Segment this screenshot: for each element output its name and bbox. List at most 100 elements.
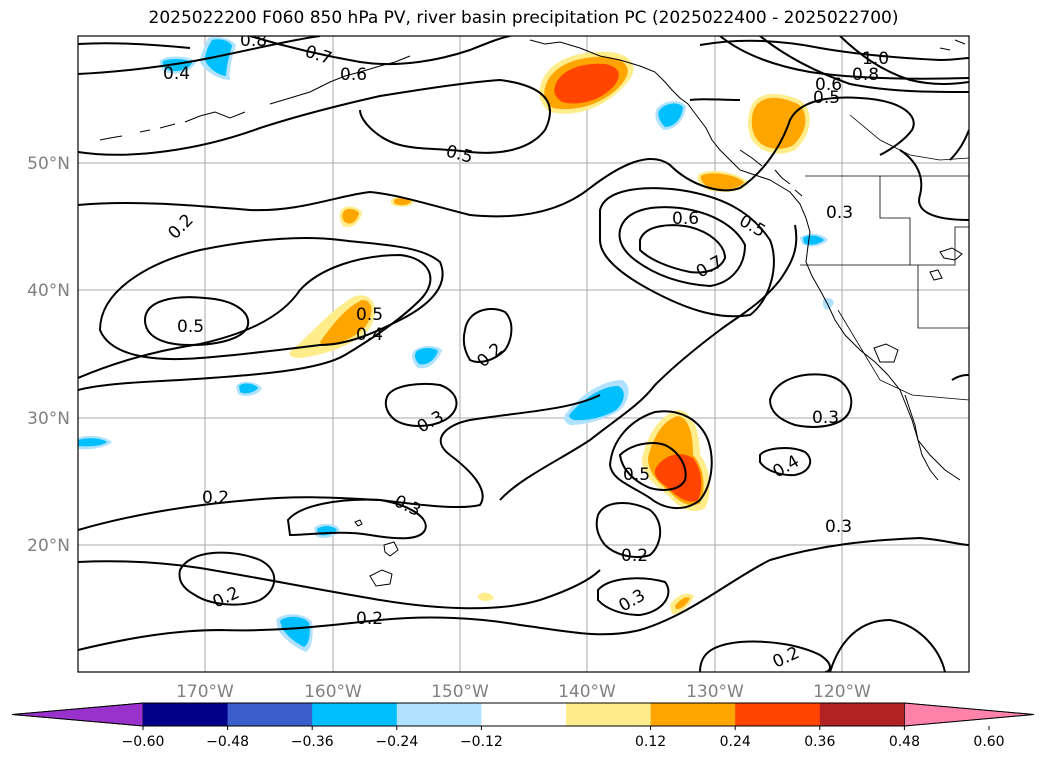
coastline (99, 55, 411, 141)
precip-patch (342, 208, 359, 224)
pv-contour (699, 640, 831, 672)
islands (354, 247, 963, 587)
contour-label: 0.2 (202, 488, 229, 508)
precip-patch (569, 386, 624, 421)
island-hawaii (383, 541, 399, 557)
island (929, 269, 943, 281)
chart-title: 2025022200 F060 850 hPa PV, river basin … (148, 8, 899, 28)
contour-label: 0.4 (163, 64, 190, 84)
contour-label: 0.5 (356, 305, 383, 325)
pv-contour (599, 187, 775, 318)
lat-label: 40°N (27, 281, 70, 301)
pv-contour (699, 39, 969, 62)
island (939, 247, 963, 261)
pv-contour (759, 36, 969, 93)
pv-contour (178, 551, 276, 606)
colorbar: −0.60 −0.48 −0.36 −0.24 −0.12 0.12 0.24 0.36 0.4… (11, 702, 1035, 750)
pv-contour (78, 536, 969, 651)
pv-contour (499, 224, 798, 501)
pv-contour (899, 149, 969, 221)
pv-contour (78, 560, 601, 610)
border (837, 309, 969, 401)
contour-label: 0.3 (825, 517, 852, 537)
pv-contour (639, 224, 727, 274)
colorbar-tick-label: −0.60 (122, 734, 165, 750)
pv-contour (249, 36, 511, 66)
precip-patch (415, 348, 438, 365)
contour-label: 0.3 (826, 203, 853, 223)
colorbar-segment (819, 703, 905, 726)
pv-contour (78, 42, 191, 49)
colorbar-segment (143, 703, 229, 726)
gridlines (78, 36, 969, 672)
contour-label: 0.3 (812, 408, 839, 428)
colorbar-tick-label: −0.48 (206, 734, 249, 750)
island-hawaii (369, 569, 393, 587)
precip-patch (654, 454, 702, 502)
coastline (529, 39, 961, 481)
pv-contour (98, 237, 444, 361)
border (800, 226, 969, 266)
pv-contour (78, 253, 432, 391)
pv-contour (618, 442, 687, 491)
precip-patch (675, 597, 690, 610)
colorbar-extend-high (904, 702, 1035, 727)
pv-contour (951, 374, 969, 381)
coastline (904, 394, 939, 481)
colorbar-tick-label: −0.36 (291, 734, 334, 750)
colorbar-segment (481, 703, 567, 726)
borders (800, 114, 969, 401)
pv-contour (759, 447, 812, 477)
lon-labels: 170°W 160°W 150°W 140°W 130°W 120°W (176, 682, 871, 702)
precip-patch (280, 616, 310, 647)
colorbar-tick-label: −0.24 (375, 734, 418, 750)
pv-contour (768, 373, 853, 428)
lat-label: 30°N (27, 409, 70, 429)
precip-patches (78, 36, 834, 652)
pv-contour (384, 382, 458, 427)
coastlines (99, 39, 966, 481)
pv-contour (949, 129, 969, 161)
pv-contour (462, 308, 513, 363)
pv-contour (78, 36, 321, 75)
colorbar-tick-label: 0.36 (804, 734, 835, 750)
pv-contour (286, 498, 427, 540)
pv-contour (839, 36, 969, 85)
precip-patch (205, 39, 232, 76)
precip-patch (478, 592, 494, 601)
lon-label: 120°W (813, 682, 871, 702)
lon-label: 150°W (431, 682, 489, 702)
pv-contour (829, 618, 946, 672)
contour-label: 0.8 (852, 65, 879, 85)
colorbar-segment (566, 703, 652, 726)
colorbar-tick-label: −0.12 (460, 734, 503, 750)
precip-patch (751, 97, 806, 149)
lat-labels: 50°N 40°N 30°N 20°N (27, 154, 70, 556)
contour-label: 0.5 (623, 465, 650, 485)
lon-label: 170°W (176, 682, 234, 702)
contour-label: 0.5 (177, 317, 204, 337)
colorbar-extend-low (11, 702, 144, 727)
coastline (939, 39, 966, 51)
lat-label: 20°N (27, 536, 70, 556)
precip-patch (658, 103, 683, 127)
contour-label: 0.5 (813, 88, 840, 108)
precip-patch (554, 63, 619, 104)
precip-patch (239, 383, 258, 394)
colorbar-tick-label: 0.60 (973, 734, 1004, 750)
pv-contour (595, 502, 662, 558)
colorbar-segment (312, 703, 398, 726)
colorbar-segment (735, 703, 821, 726)
colorbar-segment (650, 703, 736, 726)
island-hawaii (354, 519, 363, 527)
coastline (739, 149, 803, 197)
pv-contour (78, 78, 551, 156)
pv-contour (597, 577, 670, 617)
colorbar-tick-label: 0.24 (720, 734, 751, 750)
lon-label: 130°W (686, 682, 744, 702)
pv-contour (78, 96, 915, 218)
lat-label: 50°N (27, 154, 70, 174)
contour-label: 0.6 (340, 65, 367, 85)
pv-contour (143, 296, 250, 347)
precip-patch (320, 300, 372, 346)
